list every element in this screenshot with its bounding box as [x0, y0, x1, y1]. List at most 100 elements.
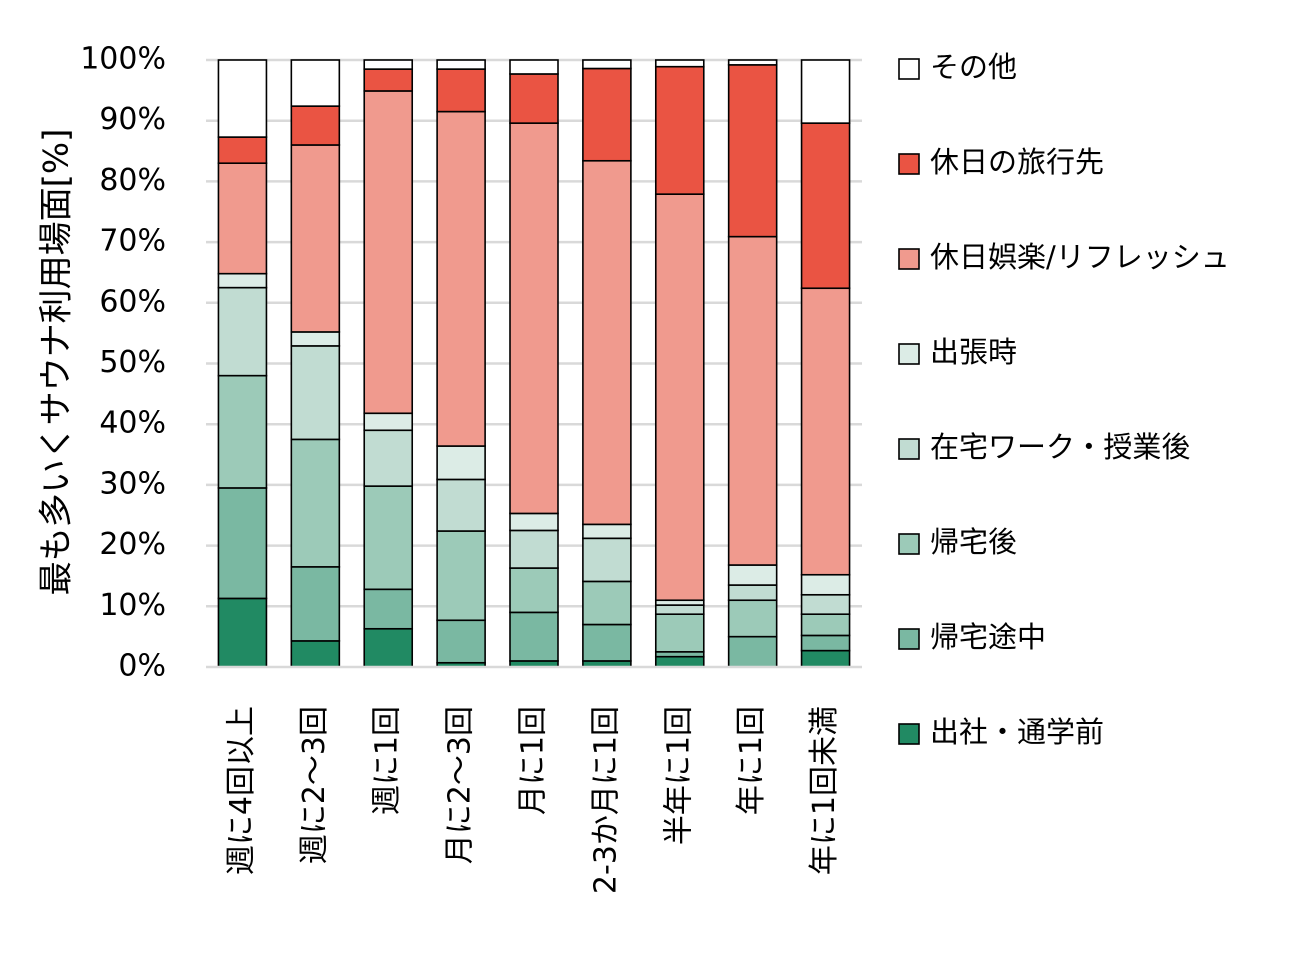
bars	[217, 59, 851, 668]
bar-segment	[727, 564, 778, 586]
bar-segment	[436, 110, 486, 447]
bar-segment	[800, 287, 851, 576]
bar-segment	[436, 530, 486, 622]
bar-stack	[654, 59, 705, 668]
legend: その他休日の旅行先休日娯楽/リフレッシュ出張時在宅ワーク・授業後帰宅後帰宅途中出…	[898, 50, 1230, 749]
bar-segment	[509, 122, 559, 515]
bar-segment	[654, 59, 705, 68]
bar-segment	[800, 573, 851, 596]
bar-segment	[217, 374, 268, 489]
legend-label: 在宅ワーク・授業後	[930, 430, 1190, 464]
legend-swatch	[898, 343, 920, 365]
y-tick-label: 10%	[99, 588, 166, 623]
bar-segment	[582, 159, 632, 526]
y-tick-label: 50%	[99, 345, 166, 380]
bar-segment	[582, 580, 632, 626]
bar-stack	[727, 59, 778, 668]
bar-segment	[582, 67, 632, 162]
legend-label: 帰宅途中	[930, 620, 1046, 654]
bar-segment	[290, 345, 341, 441]
bar-segment	[582, 523, 632, 540]
bar-segment	[363, 485, 414, 591]
bar-segment	[582, 623, 632, 662]
bar-segment	[800, 634, 851, 652]
y-tick-label: 90%	[99, 102, 166, 137]
bar-segment	[727, 635, 778, 668]
bar-segment	[654, 65, 705, 195]
bar-segment	[363, 68, 414, 92]
bar-stack	[290, 59, 341, 668]
bar-segment	[363, 90, 414, 415]
y-tick-label: 40%	[99, 406, 166, 441]
bar-segment	[509, 512, 559, 532]
bar-segment	[727, 584, 778, 602]
legend-label: 出社・通学前	[930, 715, 1104, 749]
bar-segment	[800, 59, 851, 124]
legend-swatch	[898, 248, 920, 270]
bar-segment	[363, 627, 414, 668]
bar-segment	[363, 412, 414, 432]
bar-segment	[436, 619, 486, 664]
bar-segment	[436, 68, 486, 113]
bar-segment	[290, 566, 341, 642]
legend-item: 出社・通学前	[898, 715, 1104, 749]
legend-swatch	[898, 438, 920, 460]
bar-segment	[800, 613, 851, 637]
bar-stack	[509, 59, 559, 668]
y-tick-label: 100%	[80, 42, 166, 77]
x-category-label: 週に4回以上	[224, 706, 259, 875]
bar-segment	[290, 144, 341, 333]
bar-segment	[436, 59, 486, 70]
legend-label: 休日娯楽/リフレッシュ	[930, 240, 1230, 274]
legend-swatch	[898, 533, 920, 555]
bar-segment	[217, 487, 268, 600]
legend-item: 出張時	[898, 335, 1017, 369]
x-category-labels: 週に4回以上 週に2～3回 週に1回 月に2～3回 月に1回 2-3か月に1回 半年に1回 年…	[224, 706, 842, 894]
legend-swatch	[898, 58, 920, 80]
x-category-label: 半年に1回	[661, 706, 696, 845]
bar-segment	[290, 331, 341, 347]
x-category-label: 年に1回未満	[807, 706, 842, 875]
legend-item: 休日娯楽/リフレッシュ	[898, 240, 1230, 274]
bar-segment	[654, 193, 705, 602]
y-tick-label: 0%	[118, 649, 166, 684]
bar-segment	[290, 105, 341, 146]
y-tick-label: 60%	[99, 284, 166, 319]
bar-segment	[217, 597, 268, 668]
y-axis-label: 最も多いくサウナ利用場面[%]	[37, 129, 77, 596]
bar-segment	[509, 611, 559, 662]
legend-label: 帰宅後	[930, 525, 1017, 559]
y-tick-label: 30%	[99, 466, 166, 501]
bar-segment	[800, 593, 851, 615]
bar-segment	[217, 136, 268, 164]
bar-stack	[217, 59, 268, 668]
x-category-label: 月に1回	[516, 706, 551, 815]
x-category-label: 年に1回	[734, 706, 769, 815]
y-tick-label: 20%	[99, 527, 166, 562]
y-tick-label: 70%	[99, 224, 166, 259]
legend-swatch	[898, 153, 920, 175]
bar-segment	[217, 59, 268, 138]
bar-segment	[727, 235, 778, 566]
bar-segment	[727, 59, 778, 66]
bar-stack	[582, 59, 632, 668]
bar-segment	[436, 478, 486, 532]
bar-segment	[290, 640, 341, 668]
bar-segment	[654, 655, 705, 668]
bar-segment	[290, 438, 341, 568]
x-category-label: 2-3か月に1回	[588, 706, 623, 894]
bar-segment	[727, 599, 778, 638]
legend-label: 出張時	[930, 335, 1017, 369]
bar-segment	[290, 59, 341, 107]
x-category-label: 月に2～3回	[443, 706, 478, 864]
bar-segment	[217, 162, 268, 275]
legend-swatch	[898, 723, 920, 745]
legend-label: その他	[930, 50, 1017, 84]
bar-segment	[436, 445, 486, 481]
bar-stack	[800, 59, 851, 668]
y-tick-label: 80%	[99, 163, 166, 198]
legend-swatch	[898, 628, 920, 650]
bar-segment	[509, 567, 559, 614]
bar-segment	[800, 122, 851, 290]
